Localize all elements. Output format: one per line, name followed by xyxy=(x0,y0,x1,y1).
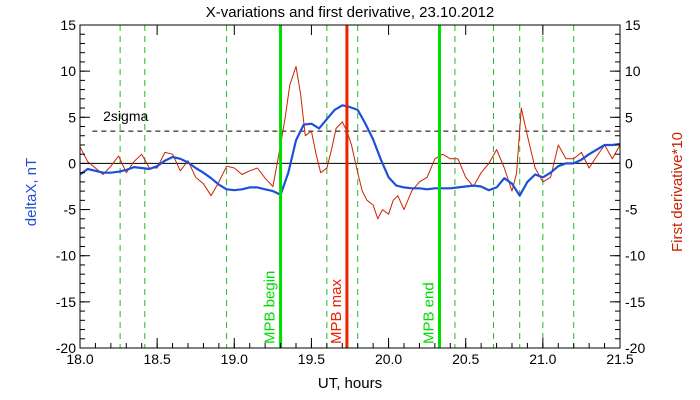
y-axis-right-label: First derivative*10 xyxy=(669,132,686,252)
x-tick-label: 21.5 xyxy=(606,351,633,367)
marker-label-1: MPB max xyxy=(328,278,345,344)
y-tick-label-left: -10 xyxy=(56,248,76,264)
y-tick-label-left: -20 xyxy=(56,340,76,356)
y-tick-label-left: 5 xyxy=(68,109,76,125)
x-tick-label: 18.0 xyxy=(66,351,93,367)
y-tick-label-right: 10 xyxy=(625,63,641,79)
y-tick-label-left: -5 xyxy=(64,202,77,218)
plot-frame xyxy=(79,24,621,349)
y-tick-label-left: 0 xyxy=(68,155,76,171)
marker-label-0: MPB begin xyxy=(262,271,279,344)
marker-label-2: MPB end xyxy=(420,282,437,344)
threshold-label: 2sigma xyxy=(103,108,148,124)
y-tick-label-right: -20 xyxy=(625,340,645,356)
y-tick-label-left: 15 xyxy=(60,17,76,33)
x-axis-label: UT, hours xyxy=(318,375,382,392)
chart-title: X-variations and first derivative, 23.10… xyxy=(206,4,495,21)
y-tick-label-right: 0 xyxy=(625,155,633,171)
x-tick-label: 20.5 xyxy=(452,351,479,367)
x-tick-label: 18.5 xyxy=(144,351,171,367)
plot-area: 2sigma MPB begin MPB max MPB end 18.0 18.5 19.… xyxy=(56,17,646,367)
y-tick-label-left: 10 xyxy=(60,63,76,79)
x-tick-label: 19.5 xyxy=(298,351,325,367)
y-tick-label-right: -15 xyxy=(625,294,645,310)
x-tick-label: 20.0 xyxy=(375,351,402,367)
y-tick-label-left: -15 xyxy=(56,294,76,310)
y-tick-label-right: -10 xyxy=(625,248,645,264)
deltax-series-line xyxy=(79,104,621,197)
derivative-series-line xyxy=(79,66,621,220)
y-tick-label-right: -5 xyxy=(625,202,638,218)
x-tick-label: 21.0 xyxy=(529,351,556,367)
y-axis-left-label: deltaX, nT xyxy=(23,158,40,226)
x-tick-label: 19.0 xyxy=(221,351,248,367)
y-tick-label-right: 5 xyxy=(625,109,633,125)
y-tick-label-right: 15 xyxy=(625,17,641,33)
